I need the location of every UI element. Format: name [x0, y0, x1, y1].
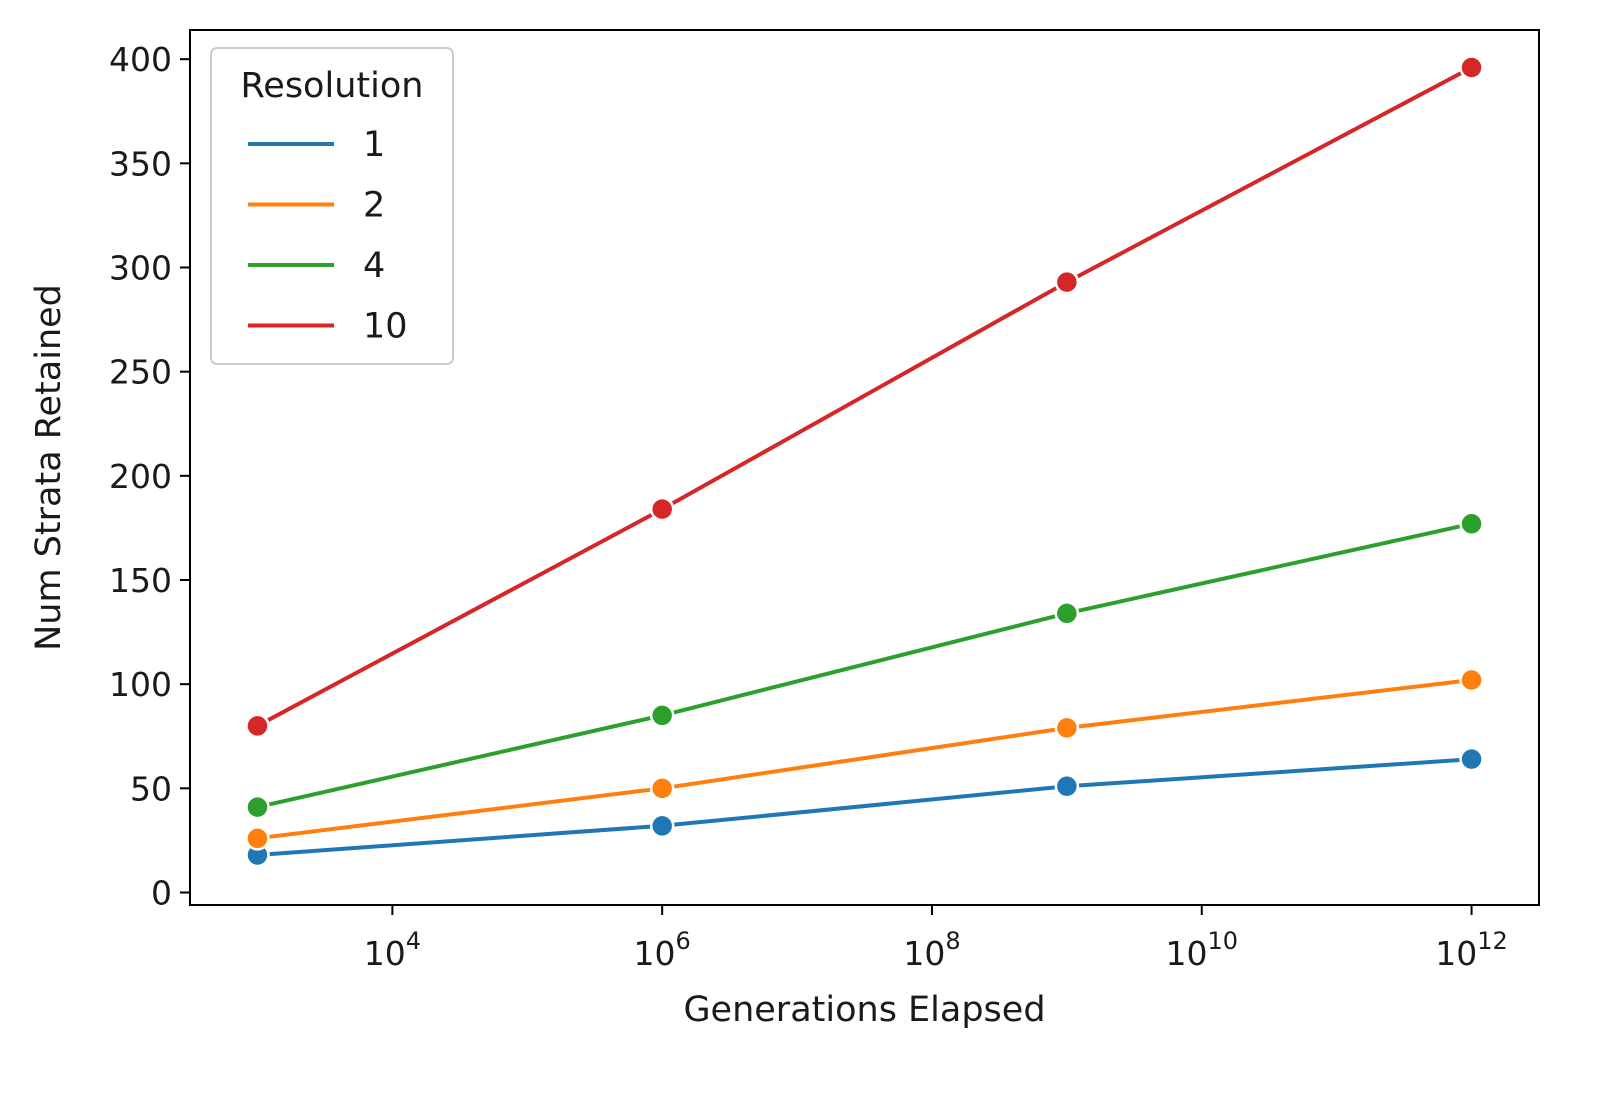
series-10: [245, 55, 1484, 739]
y-axis-label: Num Strata Retained: [29, 284, 69, 651]
legend-item-1: 1: [248, 125, 385, 165]
x-tick-base: 10: [903, 934, 945, 973]
data-point: [1459, 511, 1484, 536]
x-axis-label: Generations Elapsed: [683, 990, 1045, 1030]
y-tick-label: 400: [109, 40, 172, 79]
x-tick-base: 10: [1165, 934, 1207, 973]
data-point: [1054, 601, 1080, 626]
x-tick-label: 1010: [1165, 927, 1238, 973]
legend-label: 10: [363, 307, 408, 347]
series-line: [257, 521, 1473, 810]
series-line: [257, 678, 1472, 841]
data-point: [245, 794, 270, 820]
x-tick-label: 104: [364, 927, 421, 973]
y-tick-label: 200: [109, 457, 172, 496]
legend: Resolution 1 2 4 10: [210, 47, 454, 365]
legend-item-4: 4: [248, 246, 385, 286]
data-point: [1459, 746, 1484, 772]
x-axis: 104 106 108 1010 1012: [364, 905, 1508, 973]
data-point: [245, 713, 270, 739]
x-tick-exponent: 12: [1477, 927, 1508, 955]
x-tick-base: 10: [364, 934, 406, 973]
series-line: [257, 757, 1472, 857]
y-tick-label: 250: [109, 353, 172, 392]
plot-frame: [189, 29, 1540, 906]
legend-label: 4: [363, 246, 385, 286]
data-point: [649, 496, 675, 522]
data-point: [1054, 774, 1080, 799]
data-point: [649, 776, 675, 801]
x-tick-base: 10: [1435, 934, 1477, 973]
data-point: [649, 703, 675, 728]
data-point: [1054, 715, 1080, 741]
legend-label: 1: [363, 125, 385, 165]
series-2: [245, 667, 1484, 851]
x-tick-exponent: 10: [1207, 927, 1238, 955]
legend-items: 1 2 4 10: [248, 125, 408, 347]
x-tick-base: 10: [634, 934, 676, 973]
series-line: [256, 65, 1473, 728]
x-tick-label: 1012: [1435, 927, 1508, 973]
y-tick-label: 150: [109, 561, 172, 600]
y-tick-label: 300: [109, 249, 172, 288]
data-point: [1459, 55, 1484, 80]
series-1: [245, 746, 1484, 868]
data-point: [1459, 667, 1484, 693]
y-tick-label: 100: [109, 665, 172, 704]
x-tick-exponent: 4: [406, 927, 421, 955]
y-tick-label: 350: [109, 144, 172, 183]
x-tick-label: 106: [634, 927, 691, 973]
legend-item-10: 10: [248, 307, 408, 347]
legend-label: 2: [363, 186, 385, 226]
y-tick-label: 0: [151, 874, 172, 913]
legend-title: Resolution: [241, 66, 424, 106]
data-point: [1054, 269, 1080, 295]
x-tick-label: 108: [903, 927, 960, 973]
x-tick-exponent: 8: [945, 927, 960, 955]
legend-item-2: 2: [248, 186, 385, 226]
data-point: [649, 813, 675, 839]
y-axis: 0 50 100 150 200 250 300 350 400: [109, 40, 190, 913]
y-tick-label: 50: [130, 769, 172, 808]
series-layer: [245, 55, 1484, 868]
x-tick-exponent: 6: [676, 927, 691, 955]
data-point: [245, 826, 270, 851]
series-4: [245, 511, 1484, 820]
